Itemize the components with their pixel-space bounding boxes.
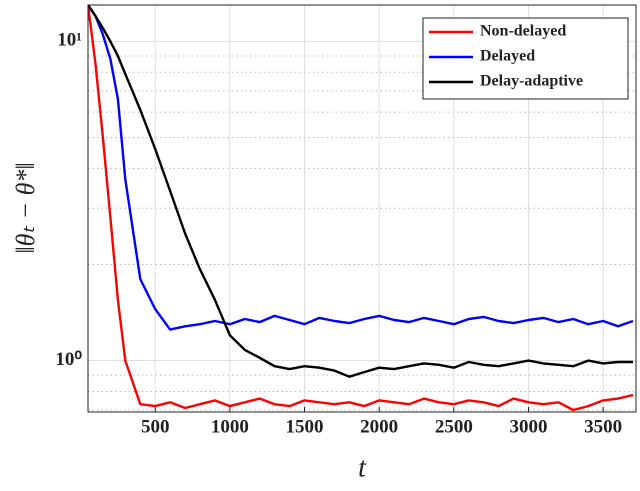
series-line — [88, 5, 633, 378]
x-tick-label: 1000 — [211, 416, 249, 437]
x-tick-label: 1500 — [286, 416, 324, 437]
legend-label: Non-delayed — [480, 23, 566, 40]
x-tick-label: 2500 — [435, 416, 473, 437]
legend-label: Delay-adaptive — [480, 73, 583, 90]
x-tick-label: 3500 — [584, 416, 622, 437]
y-tick-label: 10¹ — [57, 30, 82, 51]
x-tick-label: 3000 — [509, 416, 547, 437]
x-axis-label: t — [358, 452, 367, 483]
legend-label: Delayed — [480, 48, 535, 65]
y-axis-label: ‖θₜ − θ*‖ — [11, 162, 40, 253]
axes-frame — [87, 4, 637, 413]
series-line — [88, 5, 634, 331]
legend: Non-delayed Delayed Delay-adaptive — [422, 17, 629, 100]
x-tick-label: 500 — [141, 416, 170, 437]
x-tick-label: 2000 — [360, 416, 398, 437]
series-line — [88, 5, 634, 412]
y-tick-label: 10⁰ — [55, 349, 82, 370]
